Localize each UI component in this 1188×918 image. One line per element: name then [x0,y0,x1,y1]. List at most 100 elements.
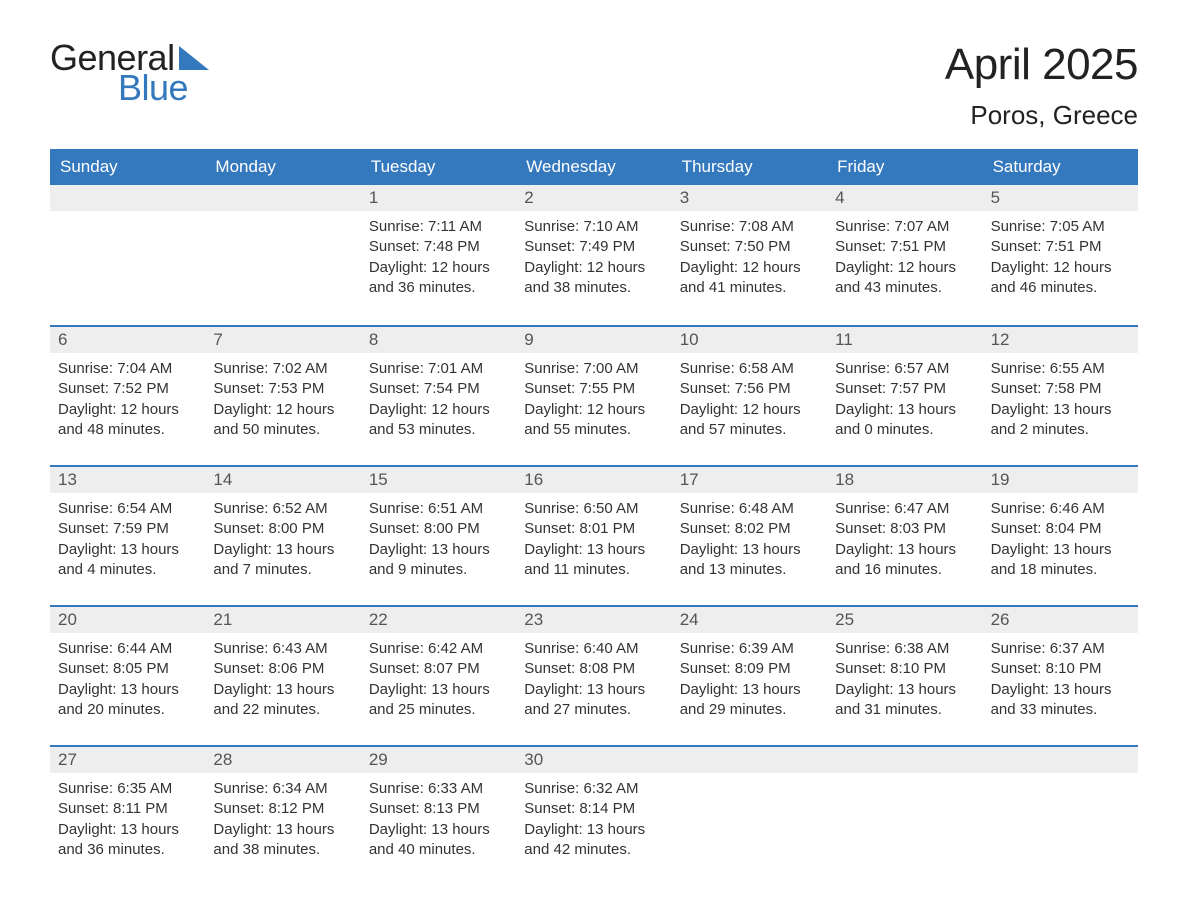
sunrise-line: Sunrise: 6:52 AM [213,499,352,519]
day-body: Sunrise: 6:40 AMSunset: 8:08 PMDaylight:… [516,633,671,730]
daylight-line: Daylight: 12 hours and 50 minutes. [213,400,352,441]
day-body: Sunrise: 7:11 AMSunset: 7:48 PMDaylight:… [361,211,516,308]
day-body: Sunrise: 6:58 AMSunset: 7:56 PMDaylight:… [672,353,827,450]
day-body: Sunrise: 6:47 AMSunset: 8:03 PMDaylight:… [827,493,982,590]
day-cell: 8Sunrise: 7:01 AMSunset: 7:54 PMDaylight… [361,327,516,457]
sunset-line: Sunset: 8:10 PM [991,659,1130,679]
daylight-line: Daylight: 13 hours and 40 minutes. [369,820,508,861]
daylight-line: Daylight: 12 hours and 55 minutes. [524,400,663,441]
day-body: Sunrise: 6:39 AMSunset: 8:09 PMDaylight:… [672,633,827,730]
sunset-line: Sunset: 7:53 PM [213,379,352,399]
sunrise-line: Sunrise: 6:54 AM [58,499,197,519]
day-cell: 17Sunrise: 6:48 AMSunset: 8:02 PMDayligh… [672,467,827,597]
day-cell: 10Sunrise: 6:58 AMSunset: 7:56 PMDayligh… [672,327,827,457]
daylight-line: Daylight: 13 hours and 13 minutes. [680,540,819,581]
day-cell: 3Sunrise: 7:08 AMSunset: 7:50 PMDaylight… [672,185,827,317]
sunrise-line: Sunrise: 6:44 AM [58,639,197,659]
month-title: April 2025 [945,40,1138,90]
daylight-line: Daylight: 13 hours and 38 minutes. [213,820,352,861]
day-body: Sunrise: 6:55 AMSunset: 7:58 PMDaylight:… [983,353,1138,450]
sunset-line: Sunset: 7:52 PM [58,379,197,399]
day-number: 27 [50,747,205,773]
day-body: Sunrise: 6:42 AMSunset: 8:07 PMDaylight:… [361,633,516,730]
day-number: 25 [827,607,982,633]
day-cell: 22Sunrise: 6:42 AMSunset: 8:07 PMDayligh… [361,607,516,737]
day-body: Sunrise: 7:00 AMSunset: 7:55 PMDaylight:… [516,353,671,450]
sunrise-line: Sunrise: 6:37 AM [991,639,1130,659]
sunset-line: Sunset: 8:10 PM [835,659,974,679]
day-cell: 7Sunrise: 7:02 AMSunset: 7:53 PMDaylight… [205,327,360,457]
day-body: Sunrise: 6:35 AMSunset: 8:11 PMDaylight:… [50,773,205,870]
sunrise-line: Sunrise: 7:01 AM [369,359,508,379]
day-cell: 6Sunrise: 7:04 AMSunset: 7:52 PMDaylight… [50,327,205,457]
daylight-line: Daylight: 13 hours and 18 minutes. [991,540,1130,581]
sunrise-line: Sunrise: 6:38 AM [835,639,974,659]
day-body: Sunrise: 7:10 AMSunset: 7:49 PMDaylight:… [516,211,671,308]
day-cell [205,185,360,317]
sunset-line: Sunset: 8:07 PM [369,659,508,679]
day-cell [672,747,827,877]
sunset-line: Sunset: 7:58 PM [991,379,1130,399]
week-row: 1Sunrise: 7:11 AMSunset: 7:48 PMDaylight… [50,185,1138,317]
sunrise-line: Sunrise: 6:47 AM [835,499,974,519]
week-row: 27Sunrise: 6:35 AMSunset: 8:11 PMDayligh… [50,745,1138,877]
day-cell: 9Sunrise: 7:00 AMSunset: 7:55 PMDaylight… [516,327,671,457]
day-number: 9 [516,327,671,353]
sunrise-line: Sunrise: 6:58 AM [680,359,819,379]
day-body: Sunrise: 6:54 AMSunset: 7:59 PMDaylight:… [50,493,205,590]
sunset-line: Sunset: 7:55 PM [524,379,663,399]
week-row: 13Sunrise: 6:54 AMSunset: 7:59 PMDayligh… [50,465,1138,597]
sunrise-line: Sunrise: 7:10 AM [524,217,663,237]
day-body: Sunrise: 7:02 AMSunset: 7:53 PMDaylight:… [205,353,360,450]
daylight-line: Daylight: 13 hours and 20 minutes. [58,680,197,721]
sunrise-line: Sunrise: 6:33 AM [369,779,508,799]
day-number: 10 [672,327,827,353]
daylight-line: Daylight: 13 hours and 2 minutes. [991,400,1130,441]
location-label: Poros, Greece [945,100,1138,131]
day-cell: 26Sunrise: 6:37 AMSunset: 8:10 PMDayligh… [983,607,1138,737]
dow-cell: Wednesday [516,149,671,185]
day-cell: 1Sunrise: 7:11 AMSunset: 7:48 PMDaylight… [361,185,516,317]
daylight-line: Daylight: 13 hours and 4 minutes. [58,540,197,581]
day-cell: 5Sunrise: 7:05 AMSunset: 7:51 PMDaylight… [983,185,1138,317]
daylight-line: Daylight: 13 hours and 36 minutes. [58,820,197,861]
sunset-line: Sunset: 8:06 PM [213,659,352,679]
brand-logo: General Blue [50,40,209,106]
day-body: Sunrise: 6:50 AMSunset: 8:01 PMDaylight:… [516,493,671,590]
sunset-line: Sunset: 7:50 PM [680,237,819,257]
day-body: Sunrise: 6:51 AMSunset: 8:00 PMDaylight:… [361,493,516,590]
day-number: 22 [361,607,516,633]
daylight-line: Daylight: 13 hours and 29 minutes. [680,680,819,721]
day-cell: 27Sunrise: 6:35 AMSunset: 8:11 PMDayligh… [50,747,205,877]
title-block: April 2025 Poros, Greece [945,40,1138,131]
day-cell: 21Sunrise: 6:43 AMSunset: 8:06 PMDayligh… [205,607,360,737]
day-number [827,747,982,773]
day-body: Sunrise: 6:32 AMSunset: 8:14 PMDaylight:… [516,773,671,870]
sunset-line: Sunset: 8:00 PM [213,519,352,539]
day-body: Sunrise: 6:48 AMSunset: 8:02 PMDaylight:… [672,493,827,590]
day-cell: 11Sunrise: 6:57 AMSunset: 7:57 PMDayligh… [827,327,982,457]
day-body: Sunrise: 7:05 AMSunset: 7:51 PMDaylight:… [983,211,1138,308]
day-number: 16 [516,467,671,493]
sunrise-line: Sunrise: 6:42 AM [369,639,508,659]
day-number: 20 [50,607,205,633]
day-body: Sunrise: 6:46 AMSunset: 8:04 PMDaylight:… [983,493,1138,590]
day-number [672,747,827,773]
week-row: 6Sunrise: 7:04 AMSunset: 7:52 PMDaylight… [50,325,1138,457]
day-cell: 15Sunrise: 6:51 AMSunset: 8:00 PMDayligh… [361,467,516,597]
calendar: SundayMondayTuesdayWednesdayThursdayFrid… [50,149,1138,877]
day-number: 30 [516,747,671,773]
sunrise-line: Sunrise: 6:55 AM [991,359,1130,379]
sunrise-line: Sunrise: 7:07 AM [835,217,974,237]
sunset-line: Sunset: 8:13 PM [369,799,508,819]
daylight-line: Daylight: 13 hours and 16 minutes. [835,540,974,581]
sunset-line: Sunset: 8:12 PM [213,799,352,819]
daylight-line: Daylight: 13 hours and 22 minutes. [213,680,352,721]
sunrise-line: Sunrise: 6:50 AM [524,499,663,519]
sunset-line: Sunset: 8:03 PM [835,519,974,539]
dow-cell: Saturday [983,149,1138,185]
day-number: 15 [361,467,516,493]
day-number: 29 [361,747,516,773]
daylight-line: Daylight: 13 hours and 42 minutes. [524,820,663,861]
daylight-line: Daylight: 13 hours and 33 minutes. [991,680,1130,721]
